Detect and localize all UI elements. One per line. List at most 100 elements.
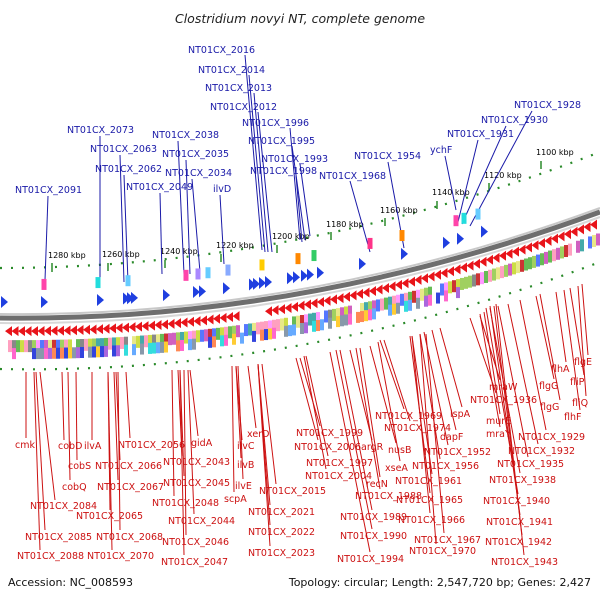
gene-label-bottom[interactable]: cobS [68, 461, 91, 472]
gene-label-bottom[interactable]: ilvE [235, 481, 252, 492]
gene-label-bottom[interactable]: NT01CX_1994 [337, 554, 404, 565]
cog-cell [332, 308, 336, 321]
gene-label-bottom[interactable]: NT01CX_1965 [396, 495, 463, 506]
gene-label-bottom[interactable]: flhA [551, 364, 570, 375]
gene-label-bottom[interactable]: NT01CX_1988 [355, 491, 422, 502]
gene-label-bottom[interactable]: NT01CX_1956 [412, 461, 479, 472]
gene-label-bottom[interactable]: fliP [570, 377, 585, 388]
gene-label-bottom[interactable]: mraY [486, 429, 511, 440]
gene-label-bottom[interactable]: ilvA [84, 441, 102, 452]
gene-label-bottom[interactable]: cmk [15, 440, 35, 451]
gene-label-bottom[interactable]: NT01CX_1932 [508, 446, 575, 457]
gene-label-bottom[interactable]: NT01CX_2004 [305, 471, 372, 482]
gene-label-bottom[interactable]: NT01CX_1929 [518, 432, 585, 443]
gene-label-top[interactable]: NT01CX_1996 [242, 118, 309, 129]
gene-label-bottom[interactable]: NT01CX_1943 [491, 557, 558, 568]
gene-label-top[interactable]: NT01CX_1968 [319, 171, 386, 182]
gene-label-bottom[interactable]: NT01CX_2006 [294, 442, 361, 453]
gene-label-bottom[interactable]: NT01CX_1935 [497, 459, 564, 470]
gene-label-bottom[interactable]: scpA [224, 494, 247, 505]
gene-label-top[interactable]: NT01CX_2038 [152, 130, 219, 141]
gene-label-top[interactable]: NT01CX_2062 [95, 164, 162, 175]
gene-label-bottom[interactable]: nusB [388, 445, 412, 456]
gene-label-top[interactable]: NT01CX_2063 [90, 144, 157, 155]
gene-label-bottom[interactable]: NT01CX_1989 [340, 512, 407, 523]
gene-label-bottom[interactable]: NT01CX_1942 [485, 537, 552, 548]
gene-label-top[interactable]: ychF [430, 145, 452, 156]
inner-cell [100, 346, 104, 358]
gene-label-top[interactable]: NT01CX_2014 [198, 65, 265, 76]
gene-label-bottom[interactable]: lspA [450, 409, 471, 420]
gene-label-top[interactable]: ilvD [213, 184, 231, 195]
gene-label-bottom[interactable]: cobD [58, 441, 82, 452]
gene-label-top[interactable]: NT01CX_1931 [447, 129, 514, 140]
gene-label-bottom[interactable]: NT01CX_2056 [118, 440, 185, 451]
gene-label-bottom[interactable]: NT01CX_2070 [87, 551, 154, 562]
gene-label-bottom[interactable]: NT01CX_1961 [395, 476, 462, 487]
gene-label-bottom[interactable]: NT01CX_2047 [161, 557, 228, 568]
gene-label-top[interactable]: NT01CX_2049 [126, 182, 193, 193]
gene-label-top[interactable]: NT01CX_2091 [15, 185, 82, 196]
gene-label-top[interactable]: NT01CX_1995 [248, 136, 315, 147]
gene-label-bottom[interactable]: flhF [564, 412, 581, 423]
gene-label-bottom[interactable]: dapF [440, 432, 463, 443]
gene-label-bottom[interactable]: ilvC [237, 441, 255, 452]
gene-label-bottom[interactable]: NT01CX_2048 [152, 498, 219, 509]
gene-label-bottom[interactable]: NT01CX_1967 [414, 535, 481, 546]
gene-label-bottom[interactable]: murE [486, 416, 511, 427]
gene-label-top[interactable]: NT01CX_1928 [514, 100, 581, 111]
gene-label-bottom[interactable]: NT01CX_1990 [340, 531, 407, 542]
gene-label-bottom[interactable]: NT01CX_1966 [398, 515, 465, 526]
gene-label-bottom[interactable]: xseA [385, 463, 408, 474]
gene-label-bottom[interactable]: NT01CX_1938 [489, 475, 556, 486]
gene-label-bottom[interactable]: NT01CX_2066 [95, 461, 162, 472]
gene-label-bottom[interactable]: NT01CX_2022 [248, 527, 315, 538]
gene-label-bottom[interactable]: NT01CX_1970 [409, 546, 476, 557]
gene-label-bottom[interactable]: cobQ [62, 482, 87, 493]
gene-label-bottom[interactable]: NT01CX_2044 [168, 516, 235, 527]
gene-label-top[interactable]: NT01CX_2016 [188, 45, 255, 56]
gene-label-bottom[interactable]: NT01CX_1974 [384, 423, 451, 434]
gene-label-top[interactable]: NT01CX_2013 [205, 83, 272, 94]
gene-label-bottom[interactable]: flgE [574, 357, 592, 368]
gene-label-bottom[interactable]: NT01CX_2067 [97, 482, 164, 493]
feature-box [399, 230, 405, 242]
gene-label-top[interactable]: NT01CX_1930 [481, 115, 548, 126]
gene-label-bottom[interactable]: gidA [191, 438, 213, 449]
gene-label-top[interactable]: NT01CX_1998 [250, 166, 317, 177]
cog-cell [20, 340, 24, 353]
gene-label-bottom[interactable]: flgG [539, 381, 558, 392]
gene-label-bottom[interactable]: NT01CX_1999 [296, 428, 363, 439]
gene-label-top[interactable]: NT01CX_2034 [165, 168, 232, 179]
gene-label-bottom[interactable]: ilvB [237, 460, 254, 471]
gene-label-bottom[interactable]: flgG [540, 402, 559, 413]
gene-label-top[interactable]: NT01CX_1993 [261, 154, 328, 165]
gene-label-bottom[interactable]: argR [361, 442, 384, 453]
gene-label-bottom[interactable]: NT01CX_1969 [375, 411, 442, 422]
gene-label-bottom[interactable]: mraW [489, 382, 518, 393]
gene-label-bottom[interactable]: NT01CX_2085 [25, 532, 92, 543]
gene-label-top[interactable]: NT01CX_2073 [67, 125, 134, 136]
inner-cell [328, 317, 332, 329]
gene-label-bottom[interactable]: NT01CX_2015 [259, 486, 326, 497]
gene-label-bottom[interactable]: NT01CX_1936 [470, 395, 537, 406]
gene-label-bottom[interactable]: fliQ [572, 398, 588, 409]
gene-label-bottom[interactable]: xerD [247, 429, 269, 440]
gene-label-top[interactable]: NT01CX_2012 [210, 102, 277, 113]
gene-label-bottom[interactable]: NT01CX_2021 [248, 507, 315, 518]
gene-label-bottom[interactable]: NT01CX_1997 [306, 458, 373, 469]
gene-label-bottom[interactable]: NT01CX_1952 [424, 447, 491, 458]
gene-label-bottom[interactable]: NT01CX_2045 [163, 478, 230, 489]
gene-label-top[interactable]: NT01CX_2035 [162, 149, 229, 160]
gene-label-bottom[interactable]: NT01CX_1941 [486, 517, 553, 528]
gene-label-bottom[interactable]: NT01CX_2084 [30, 501, 97, 512]
gene-label-bottom[interactable]: NT01CX_2068 [96, 532, 163, 543]
gene-label-top[interactable]: NT01CX_1954 [354, 151, 421, 162]
gene-label-bottom[interactable]: NT01CX_2046 [162, 537, 229, 548]
gene-label-bottom[interactable]: NT01CX_2088 [17, 551, 84, 562]
gene-label-bottom[interactable]: NT01CX_2043 [163, 457, 230, 468]
gene-label-bottom[interactable]: NT01CX_1940 [483, 496, 550, 507]
gene-label-bottom[interactable]: NT01CX_2023 [248, 548, 315, 559]
gene-label-bottom[interactable]: recN [366, 479, 388, 490]
gene-label-bottom[interactable]: NT01CX_2065 [76, 511, 143, 522]
